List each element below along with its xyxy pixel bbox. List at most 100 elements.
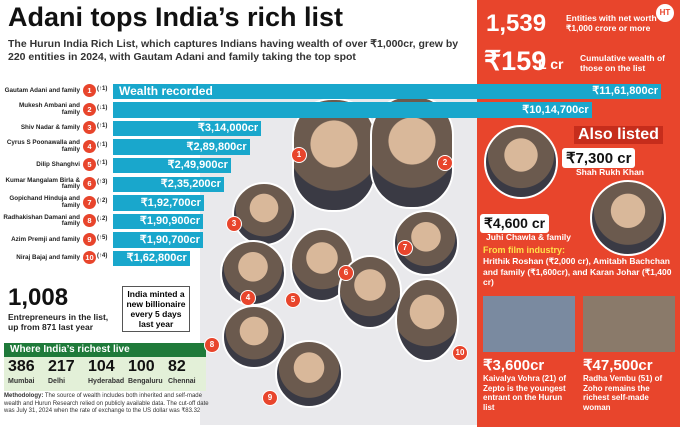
subtitle: The Hurun India Rich List, which capture… <box>8 38 459 63</box>
value-label: ₹11,61,800cr <box>592 85 658 97</box>
rank-change: (↑1) <box>97 160 108 167</box>
category-label: Mukesh Ambani and family <box>19 102 80 116</box>
value-label: ₹10,14,700cr <box>522 103 589 116</box>
bar <box>113 232 203 248</box>
city-name: Bengaluru <box>128 378 163 385</box>
photo-badge: 8 <box>204 337 220 353</box>
city-name: Chennai <box>168 378 196 385</box>
category-label: Cyrus S Poonawalla and family <box>6 139 80 154</box>
photo <box>483 296 575 352</box>
bar <box>113 157 231 174</box>
stat-number: ₹159 <box>484 46 547 76</box>
city-name: Delhi <box>48 378 66 385</box>
photo <box>484 125 558 199</box>
photo-badge: 2 <box>437 155 453 171</box>
bar <box>113 120 262 137</box>
photo <box>222 305 286 369</box>
rank-badge: 3 <box>83 121 96 135</box>
category-label: Kumar Mangalam Birla & family <box>5 176 80 191</box>
film-text: Hrithik Roshan (₹2,000 cr), Amitabh Bach… <box>483 256 672 287</box>
rank-change: (↓2) <box>97 216 108 223</box>
stat-number: 1,539 <box>486 10 547 37</box>
cities-row: 386 Mumbai 217 Delhi 104 Hyderabad 100 Bengalur… <box>4 357 206 391</box>
bar <box>113 83 661 100</box>
stat-text: Entrepreneurs in the list, up from 871 l… <box>8 312 109 332</box>
photo-badge: 9 <box>262 390 278 406</box>
photo <box>590 180 666 256</box>
value: ₹3,600cr <box>483 357 545 374</box>
bar <box>113 250 190 267</box>
photo <box>275 340 343 408</box>
value-label: ₹3,14,000cr <box>197 122 259 135</box>
photo-badge: 1 <box>291 147 307 163</box>
rank-change: (↑2) <box>97 197 108 204</box>
note: Radha Vembu (51) of Zoho remains the ric… <box>583 374 663 412</box>
city-name: Hyderabad <box>88 378 125 385</box>
rank-badge: 8 <box>83 214 96 228</box>
photo-badge: 4 <box>240 290 256 306</box>
city-count: 217 <box>48 358 75 375</box>
person-name: Shah Rukh Khan <box>576 167 645 177</box>
city-count: 386 <box>8 358 35 375</box>
stat-number: 1,008 <box>8 284 69 311</box>
rank-change: (↑1) <box>97 123 108 130</box>
stat-unit: L cr <box>538 56 564 72</box>
rank-badge: 1 <box>83 84 96 97</box>
rank-change: (↑1) <box>97 141 108 148</box>
rank-badge: 4 <box>83 139 96 153</box>
rank-badge: 10 <box>83 251 96 265</box>
value-box: ₹4,600 cr <box>480 214 550 233</box>
photo-badge: 10 <box>452 345 468 361</box>
title: Adani tops India’s rich list <box>8 2 344 32</box>
city-name: Mumbai <box>8 378 35 385</box>
category-label: Gautam Adani and family <box>4 86 80 94</box>
photo-badge: 7 <box>397 240 413 256</box>
rank-change: (↑5) <box>97 234 108 241</box>
category-label: Niraj Bajaj and family <box>16 254 80 262</box>
city-count: 82 <box>168 358 186 375</box>
photo-badge: 5 <box>285 292 301 308</box>
rank-change: (↑3) <box>97 179 108 185</box>
value: ₹47,500cr <box>583 357 653 374</box>
bar <box>113 102 592 118</box>
value-label: ₹1,62,800cr <box>126 252 187 265</box>
category-label: Gopichand Hinduja and family <box>9 195 80 209</box>
value-label: ₹1,92,700cr <box>140 196 201 209</box>
photo-badge: 3 <box>226 216 242 232</box>
value-label: ₹1,90,900cr <box>139 215 201 228</box>
stat-text: Cumulative wealth of those on the list <box>580 53 666 73</box>
value-label: ₹1,90,700cr <box>139 233 200 246</box>
bar <box>113 213 204 230</box>
rank-badge: 7 <box>83 195 96 209</box>
value-box: ₹7,300 cr <box>562 148 636 168</box>
photo-badge: 6 <box>338 265 354 281</box>
photo <box>583 296 675 352</box>
city-count: 104 <box>88 358 115 375</box>
methodology-label: Methodology: <box>4 393 44 399</box>
rank-badge: 2 <box>83 102 96 116</box>
also-title: Also listed <box>574 126 663 144</box>
category-label: Radhakishan Damani and family <box>3 213 80 228</box>
category-label: Shiv Nadar & family <box>20 124 80 132</box>
film-title: From film industry: <box>483 245 566 255</box>
bar <box>113 195 204 211</box>
billionaire-box: India minted a new billionaire every 5 d… <box>122 286 190 332</box>
category-label: Dilip Shanghvi <box>36 161 80 169</box>
logo: HT <box>656 4 674 22</box>
bar <box>113 176 224 193</box>
category-label: Azim Premji and family <box>11 235 80 243</box>
cities-title: Where India’s richest live <box>4 343 206 357</box>
rank-badge: 5 <box>83 158 96 172</box>
rank-change: (↓1) <box>97 104 108 111</box>
value-label: ₹2,35,200cr <box>160 178 221 190</box>
city-count: 100 <box>128 358 155 375</box>
photo <box>395 278 459 362</box>
note: Kaivalya Vohra (21) of Zepto is the youn… <box>483 374 566 412</box>
value-label: ₹2,49,900cr <box>167 159 228 172</box>
stat-text: Entities with net worth of ₹1,000 crore … <box>566 13 668 33</box>
rank-badge: 6 <box>83 177 96 190</box>
value-label: ₹2,89,800cr <box>186 140 247 153</box>
methodology: Methodology: The source of wealth includ… <box>4 393 214 416</box>
rank-change: (↑4) <box>97 253 108 260</box>
